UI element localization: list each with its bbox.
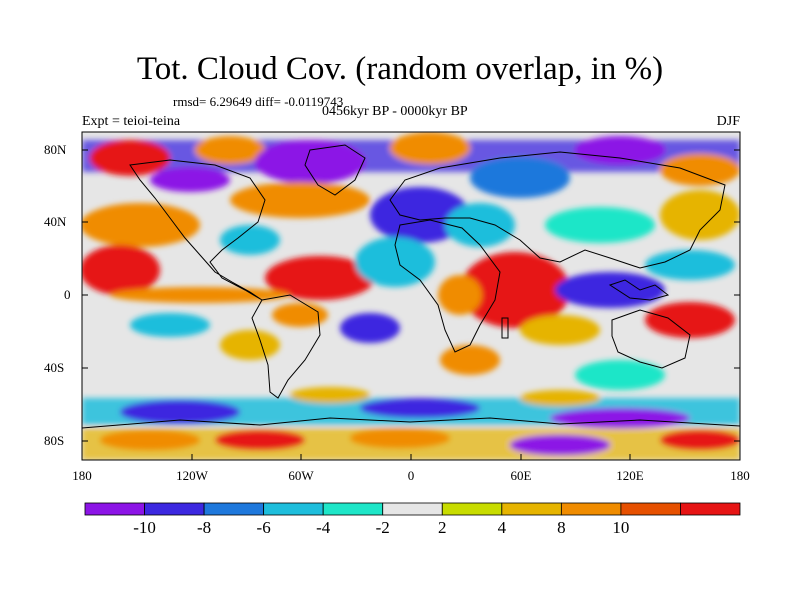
season-label: DJF xyxy=(716,114,740,129)
eurasia-coast xyxy=(389,151,726,269)
colorbar-swatch-2 xyxy=(203,502,265,516)
y-tick-40n: 40N xyxy=(44,214,67,229)
colorbar-swatch-8 xyxy=(560,502,622,516)
colorbar-label: 4 xyxy=(497,518,507,537)
australia-coast xyxy=(611,309,691,369)
plot-title: Tot. Cloud Cov. (random overlap, in %) xyxy=(136,51,664,87)
x-tick-60e: 60E xyxy=(510,468,532,483)
antarctica-coast xyxy=(82,417,740,429)
colorbar-swatch-4 xyxy=(322,502,384,516)
colorbar-label: -2 xyxy=(375,518,390,537)
maritime-continent-coast xyxy=(608,279,670,301)
colorbar-label: -10 xyxy=(133,518,156,537)
axis-ticks xyxy=(81,149,741,460)
colorbar-swatch-9 xyxy=(620,502,681,516)
colorbar-label: 8 xyxy=(557,518,566,537)
x-tick-180w: 180 xyxy=(72,468,92,483)
colorbar-label: 2 xyxy=(438,518,447,537)
colorbar-label: 10 xyxy=(612,518,630,537)
colorbar-swatch-6 xyxy=(441,502,503,516)
y-tick-40s: 40S xyxy=(44,360,65,375)
colorbar-swatch-1 xyxy=(144,502,205,516)
y-tick-80s: 80S xyxy=(44,433,65,448)
colorbar-swatch-7 xyxy=(501,502,562,516)
colorbar-swatch-10 xyxy=(680,502,741,516)
colorbar xyxy=(84,502,741,516)
madagascar-coast xyxy=(501,317,509,339)
greenland-coast xyxy=(304,144,366,196)
colorbar-label: -6 xyxy=(256,518,271,537)
colorbar-swatch-5 xyxy=(382,502,443,516)
south-america-coast xyxy=(251,294,321,399)
x-tick-60w: 60W xyxy=(288,468,314,483)
x-tick-120w: 120W xyxy=(176,468,208,483)
y-tick-80n: 80N xyxy=(44,142,67,157)
colorbar-swatch-0 xyxy=(84,502,145,516)
x-tick-180e: 180 xyxy=(730,468,750,483)
colorbar-label: -8 xyxy=(196,518,212,537)
y-tick-equator: 0 xyxy=(64,287,71,302)
x-tick-120e: 120E xyxy=(616,468,644,483)
period-label: 0456kyr BP - 0000kyr BP xyxy=(322,104,468,119)
colorbar-swatch-3 xyxy=(263,502,324,516)
stats-label: rmsd= 6.29649 diff= -0.0119743 xyxy=(173,94,344,109)
cloud-cover-field xyxy=(82,132,740,460)
colorbar-label: -4 xyxy=(316,518,331,537)
africa-coast xyxy=(394,219,501,353)
north-america-coast xyxy=(129,159,266,301)
experiment-label: Expt = teioi-teina xyxy=(82,114,181,129)
coastlines xyxy=(82,144,740,429)
x-tick-0: 0 xyxy=(407,468,415,483)
